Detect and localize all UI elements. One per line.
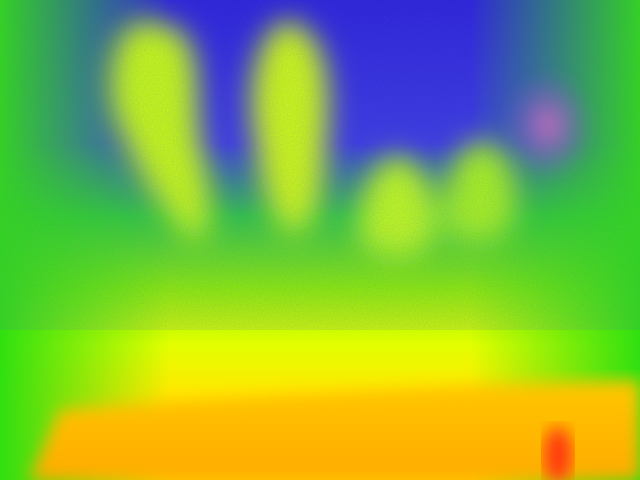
- hot-spot: [544, 427, 572, 480]
- warm-table-surface: [30, 380, 640, 480]
- sensor-noise: [0, 0, 640, 300]
